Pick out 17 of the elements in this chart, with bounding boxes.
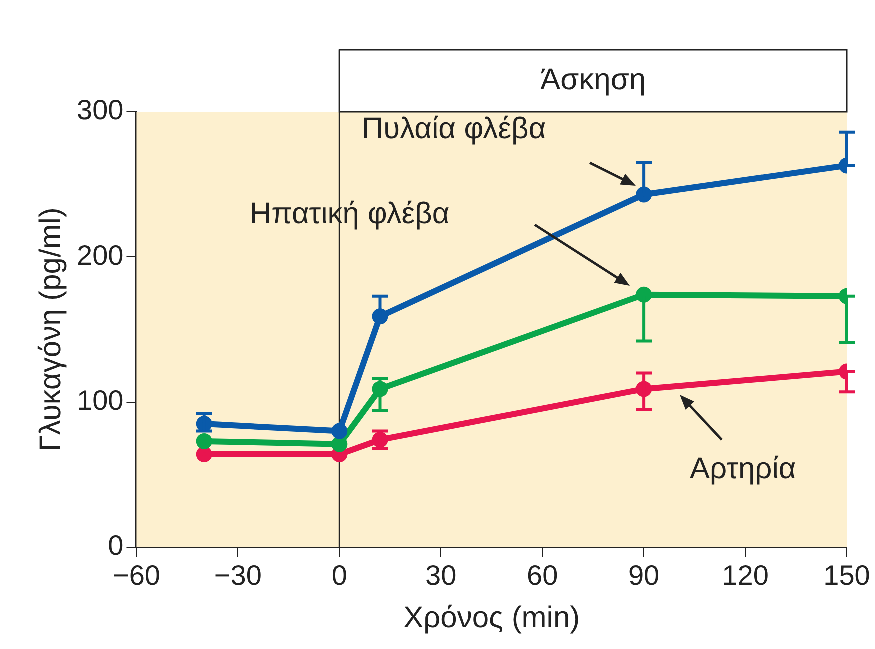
- y-tick-label: 100: [77, 384, 124, 416]
- x-tick-label: −60: [112, 560, 160, 591]
- x-tick-label: 60: [527, 560, 558, 591]
- y-tick-label: 200: [77, 240, 124, 271]
- x-tick-label: 150: [824, 560, 870, 591]
- y-axis-title: Γλυκαγόνη (pg/ml): [34, 208, 68, 452]
- x-tick-label: 0: [332, 560, 348, 591]
- ref-line-label: Άσκηση: [540, 63, 646, 96]
- annotation: Πυλαία φλέβα: [362, 112, 546, 146]
- annotation: Αρτηρία: [690, 452, 796, 486]
- y-tick-label: 0: [108, 530, 124, 562]
- x-tick-label: 120: [722, 560, 769, 591]
- y-tick-label: 300: [77, 94, 124, 126]
- x-tick-label: −30: [214, 560, 262, 591]
- x-tick-label: 30: [426, 560, 457, 591]
- x-axis-title: Χρόνος (min): [404, 601, 580, 634]
- x-tick-label: 90: [628, 560, 660, 591]
